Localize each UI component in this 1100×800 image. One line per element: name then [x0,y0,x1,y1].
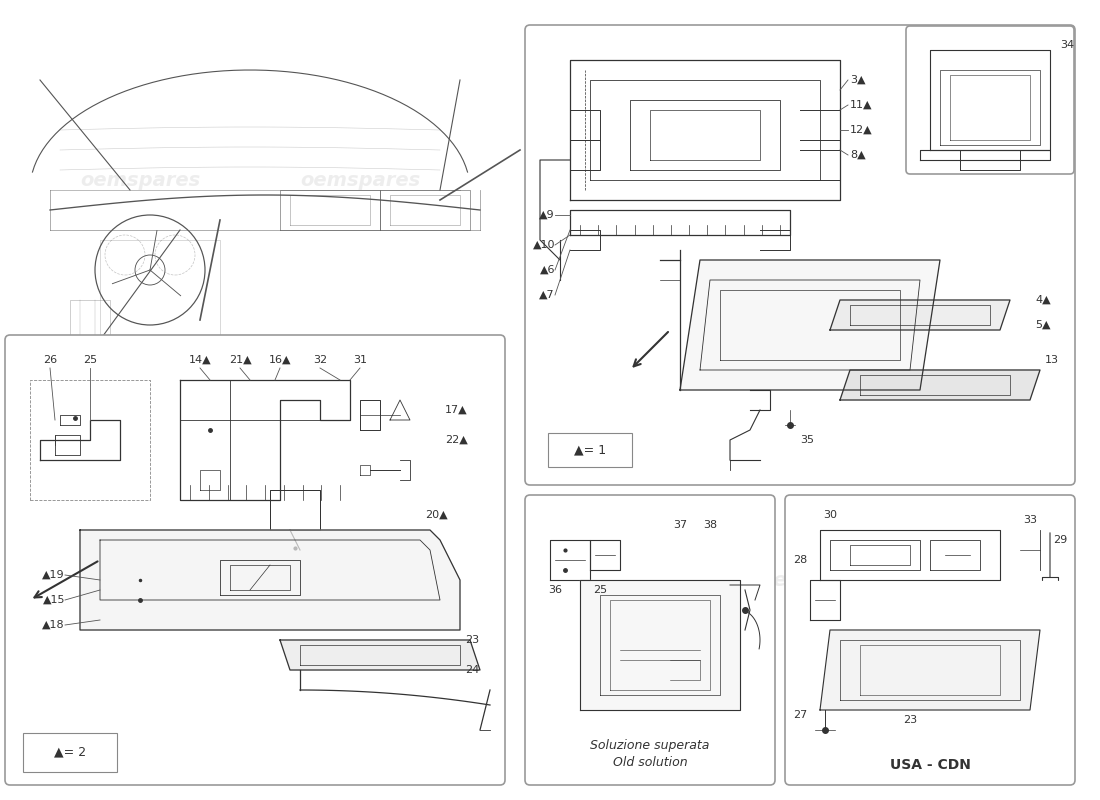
Text: ▲10: ▲10 [532,240,556,250]
Text: 23: 23 [465,635,480,645]
FancyBboxPatch shape [6,335,505,785]
Text: oemspares: oemspares [760,170,880,190]
Text: 4▲: 4▲ [1035,295,1050,305]
Text: 13: 13 [1045,355,1059,365]
Text: 21▲: 21▲ [229,355,251,365]
Text: ▲19: ▲19 [43,570,65,580]
Polygon shape [680,260,940,390]
Text: 23: 23 [903,715,917,725]
FancyBboxPatch shape [785,495,1075,785]
Text: ▲7: ▲7 [539,290,556,300]
FancyBboxPatch shape [23,733,117,772]
Text: 34: 34 [1060,40,1074,50]
Text: Old solution: Old solution [613,755,688,769]
Text: 38: 38 [703,520,717,530]
Text: 24: 24 [465,665,480,675]
Polygon shape [840,370,1040,400]
Text: 36: 36 [548,585,562,595]
Text: 28: 28 [793,555,807,565]
Text: Soluzione superata: Soluzione superata [591,738,710,751]
Text: ▲18: ▲18 [43,620,65,630]
Text: 11▲: 11▲ [850,100,872,110]
Text: 37: 37 [673,520,688,530]
Text: ▲6: ▲6 [539,265,556,275]
Text: oemspares: oemspares [80,170,200,190]
Text: 33: 33 [1023,515,1037,525]
Polygon shape [280,640,480,670]
Text: 22▲: 22▲ [446,435,468,445]
Polygon shape [820,630,1040,710]
Polygon shape [830,300,1010,330]
Text: oemspares: oemspares [760,370,880,390]
Polygon shape [580,580,740,710]
Text: 8▲: 8▲ [850,150,866,160]
Text: 3▲: 3▲ [850,75,866,85]
Polygon shape [80,530,460,630]
FancyBboxPatch shape [906,26,1074,174]
FancyBboxPatch shape [548,433,632,467]
Text: oemspares: oemspares [560,170,680,190]
Text: oemspares: oemspares [760,570,880,590]
Text: 16▲: 16▲ [268,355,292,365]
Text: oemspares: oemspares [560,570,680,590]
Text: USA - CDN: USA - CDN [890,758,970,772]
Text: oemspares: oemspares [300,570,420,590]
Text: ▲= 1: ▲= 1 [574,443,606,457]
Text: ▲= 2: ▲= 2 [54,746,86,758]
FancyBboxPatch shape [525,25,1075,485]
Text: 12▲: 12▲ [850,125,872,135]
Text: oemspares: oemspares [80,570,200,590]
Text: oemspares: oemspares [80,370,200,390]
Text: ▲9: ▲9 [539,210,556,220]
Text: 32: 32 [312,355,327,365]
Text: oemspares: oemspares [300,170,420,190]
Text: 31: 31 [353,355,367,365]
Text: oemspares: oemspares [560,370,680,390]
Text: 30: 30 [823,510,837,520]
Text: 14▲: 14▲ [189,355,211,365]
Text: 29: 29 [1053,535,1067,545]
FancyBboxPatch shape [525,495,775,785]
Text: oemspares: oemspares [300,370,420,390]
Text: 35: 35 [800,435,814,445]
Text: 5▲: 5▲ [1035,320,1050,330]
Text: 25: 25 [82,355,97,365]
Text: ▲15: ▲15 [43,595,65,605]
Text: 20▲: 20▲ [425,510,448,520]
Text: 27: 27 [793,710,807,720]
Text: 26: 26 [43,355,57,365]
Text: 25: 25 [593,585,607,595]
Text: 17▲: 17▲ [446,405,468,415]
